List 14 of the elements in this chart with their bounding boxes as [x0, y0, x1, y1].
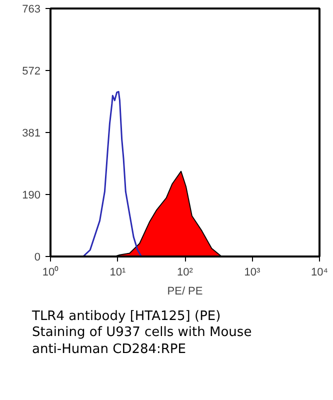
y-tick-label: 190 — [22, 190, 41, 202]
x-tick-label: 10³ — [244, 266, 261, 278]
y-tick-label: 0 — [34, 252, 41, 264]
text: Staining of U937 cells with Mouse — [32, 325, 252, 340]
text: TLR4 antibody [HTA125] (PE) — [32, 309, 221, 324]
x-tick-label: 10² — [177, 266, 194, 278]
x-tick-label: 10⁰ — [42, 266, 59, 278]
x-tick-label: 10⁴ — [311, 266, 328, 278]
y-tick-label: 763 — [22, 4, 41, 16]
x-tick-label: 10¹ — [110, 266, 126, 278]
y-tick-label: 572 — [22, 66, 41, 78]
x-axis-title: PE/ PE — [167, 286, 203, 298]
text: anti-Human CD284:RPE — [32, 342, 186, 356]
y-tick-label: 381 — [22, 128, 41, 140]
